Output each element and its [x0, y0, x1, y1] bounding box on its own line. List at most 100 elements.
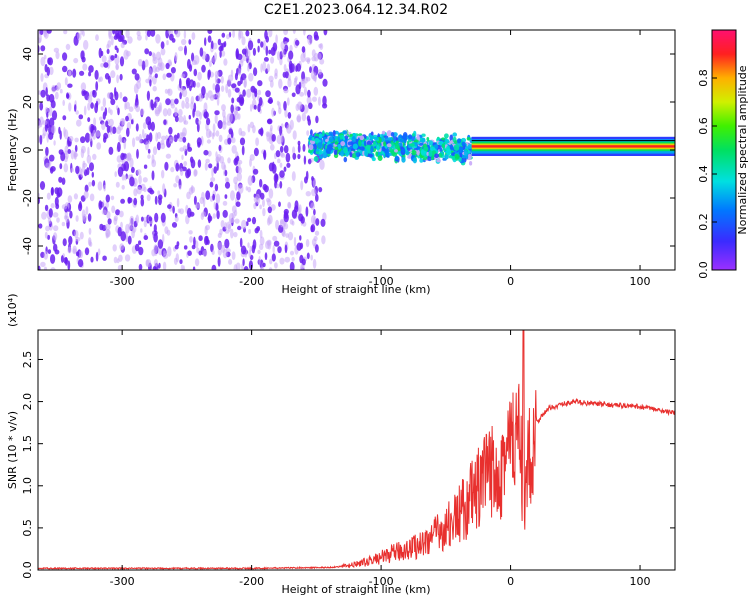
spectrogram-noise-blob	[198, 235, 203, 242]
spectrogram-noise-blob	[222, 120, 227, 130]
spectrogram-noise-blob	[233, 231, 238, 238]
spectrogram-noise-blob	[203, 102, 208, 113]
spectrogram-noise-blob	[228, 259, 233, 265]
spectrogram-transition-blob	[349, 152, 353, 158]
spectrogram-noise-blob	[51, 124, 56, 134]
spectrogram-noise-blob	[80, 168, 83, 178]
spectrogram-noise-blob	[307, 118, 311, 126]
spectrogram-noise-blob	[268, 49, 272, 55]
spectrogram-noise-blob	[179, 92, 182, 100]
spectrogram-noise-blob	[87, 213, 92, 222]
spectrogram-noise-blob	[297, 143, 301, 153]
spectrogram-noise-blob	[254, 227, 259, 234]
spectrogram-noise-blob	[106, 211, 111, 219]
spectrogram-noise-blob	[97, 181, 103, 191]
spectrogram-noise-blob	[110, 98, 116, 106]
spectrogram-noise-blob	[115, 126, 122, 135]
spectrogram-noise-blob	[101, 209, 107, 215]
spectrogram-noise-blob	[119, 73, 123, 81]
spectrogram-noise-blob	[73, 193, 78, 200]
spectrogram-noise-blob	[46, 66, 50, 76]
spectrogram-transition-blob	[400, 135, 406, 139]
spectrogram-noise-blob	[222, 209, 228, 218]
spectrogram-noise-blob	[243, 77, 247, 88]
spectrogram-noise-blob	[213, 201, 216, 210]
spectrogram-transition-blob	[441, 143, 445, 149]
spectrogram-transition-blob	[464, 149, 469, 157]
y-tick-label: 20	[21, 95, 34, 109]
spectrogram-noise-blob	[184, 102, 190, 109]
spectrogram-noise-blob	[276, 51, 281, 61]
snr-y-multiplier: (x10⁴)	[6, 294, 19, 328]
spectrogram-noise-blob	[259, 204, 262, 210]
spectrogram-noise-blob	[65, 43, 71, 51]
spectrogram-noise-blob	[114, 87, 117, 97]
spectrogram-transition-blob	[401, 148, 406, 153]
spectrogram-noise-blob	[83, 39, 89, 50]
spectrogram-noise-blob	[164, 161, 169, 171]
spectrogram-noise-blob	[257, 38, 261, 44]
spectrogram-noise-blob	[49, 66, 54, 76]
spectrogram-noise-blob	[146, 194, 151, 202]
spectrogram-noise-blob	[202, 197, 206, 208]
spectrogram-noise-blob	[190, 96, 195, 105]
spectrogram-noise-blob	[149, 79, 152, 87]
spectrogram-noise-blob	[45, 146, 49, 156]
spectrogram-noise-blob	[99, 223, 104, 231]
spectrogram-transition-blob	[370, 145, 374, 153]
colorbar-frame	[711, 29, 737, 271]
spectrogram-noise-blob	[88, 181, 92, 187]
spectrogram-transition-blob	[461, 141, 466, 146]
spectrogram-noise-blob	[90, 102, 94, 109]
spectrogram-transition-blob	[423, 146, 429, 151]
spectrogram-noise-blob	[115, 209, 121, 216]
spectrogram-noise-blob	[74, 230, 79, 239]
spectrogram-noise-blob	[299, 242, 304, 249]
y-tick-label: -20	[21, 189, 34, 207]
spectrogram-noise-blob	[117, 166, 124, 177]
spectrogram-noise-blob	[241, 36, 246, 46]
spectrogram-noise-blob	[90, 125, 94, 133]
spectrogram-noise-blob	[108, 31, 112, 40]
spectrogram-noise-blob	[193, 55, 200, 65]
spectrogram-noise-blob	[279, 220, 285, 228]
spectrogram-noise-blob	[296, 63, 302, 72]
spectrogram-noise-blob	[286, 162, 291, 168]
spectrogram-noise-blob	[103, 184, 106, 192]
spectrogram-noise-blob	[253, 104, 257, 110]
spectrogram-noise-blob	[47, 217, 52, 225]
spectrogram-transition-blob	[344, 135, 349, 140]
spectrogram-transition-blob	[340, 150, 345, 157]
spectrogram-noise-blob	[226, 78, 232, 87]
spectrogram-noise-blob	[59, 88, 63, 94]
spectrogram-noise-blob	[219, 228, 223, 236]
spectrogram-transition-blob	[375, 151, 379, 157]
spectrogram-transition-blob	[409, 143, 415, 147]
spectrogram-transition-blob	[436, 159, 441, 163]
spectrogram-noise-blob	[98, 200, 103, 210]
spectrogram-noise-blob	[109, 124, 114, 135]
spectrogram-noise-blob	[312, 96, 317, 102]
spectrogram-noise-blob	[262, 262, 266, 268]
spectrogram-transition-blob	[391, 149, 395, 156]
spectrogram-noise-blob	[95, 100, 99, 108]
spectrogram-noise-blob	[252, 239, 257, 250]
spectrogram-transition-blob	[439, 147, 443, 152]
spectrogram-transition-blob	[411, 133, 415, 137]
spectrogram-transition-blob	[414, 142, 418, 147]
spectrogram-noise-blob	[225, 83, 229, 94]
spectrogram-noise-blob	[175, 253, 179, 263]
spectrogram-noise-blob	[279, 152, 284, 157]
spectrogram-noise-blob	[67, 83, 73, 88]
spectrogram-noise-blob	[279, 145, 284, 153]
spectrogram-noise-blob	[275, 34, 278, 44]
spectrogram-noise-blob	[87, 146, 90, 157]
spectrogram-noise-blob	[248, 260, 253, 270]
spectrogram-noise-blob	[197, 120, 202, 125]
spectrogram-noise-blob	[75, 110, 79, 115]
spectrogram-noise-blob	[162, 233, 165, 244]
spectrogram-noise-blob	[120, 42, 125, 49]
spectrogram-noise-blob	[305, 206, 309, 217]
spectrogram-noise-blob	[147, 154, 151, 159]
spectrogram-noise-blob	[247, 242, 250, 248]
